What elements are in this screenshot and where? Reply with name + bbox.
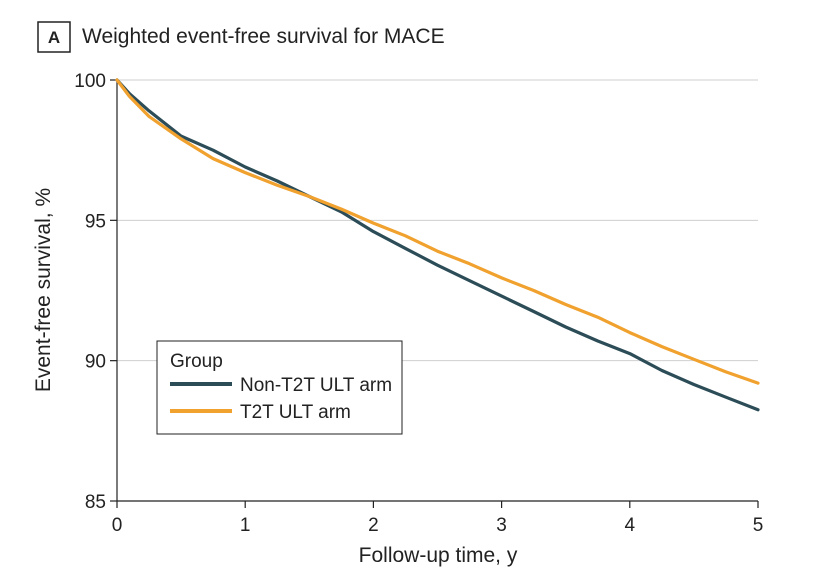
axis-ticks: 85 90 95 100 0 1 2 3 4 5 — [74, 71, 763, 536]
gridlines — [117, 79, 758, 362]
series-line-t2t — [115, 78, 760, 385]
panel-letter-box — [37, 21, 71, 53]
y-axis-title: Event-free survival, % — [32, 188, 55, 392]
y-tick-label-95: 95 — [85, 211, 106, 232]
legend-label-non-t2t: Non-T2T ULT arm — [240, 375, 392, 396]
x-tick-label-3: 3 — [496, 515, 507, 536]
chart-title: Weighted event-free survival for MACE — [82, 25, 445, 48]
x-tick-label-0: 0 — [112, 515, 123, 536]
series-lines — [115, 78, 760, 412]
y-tick-label-100: 100 — [74, 71, 106, 92]
x-tick-label-1: 1 — [240, 515, 251, 536]
panel-letter: A — [48, 28, 60, 47]
legend: Group Non-T2T ULT arm T2T ULT arm — [156, 340, 403, 435]
x-axis-title: Follow-up time, y — [359, 544, 518, 567]
legend-box — [156, 340, 403, 435]
y-tick-label-85: 85 — [85, 492, 106, 513]
series-line-non-t2t — [115, 78, 760, 412]
x-tick-label-5: 5 — [753, 515, 764, 536]
legend-label-t2t: T2T ULT arm — [240, 402, 351, 423]
y-tick-label-90: 90 — [85, 352, 106, 373]
legend-title: Group — [170, 351, 223, 372]
x-tick-label-4: 4 — [625, 515, 636, 536]
x-tick-label-2: 2 — [368, 515, 379, 536]
